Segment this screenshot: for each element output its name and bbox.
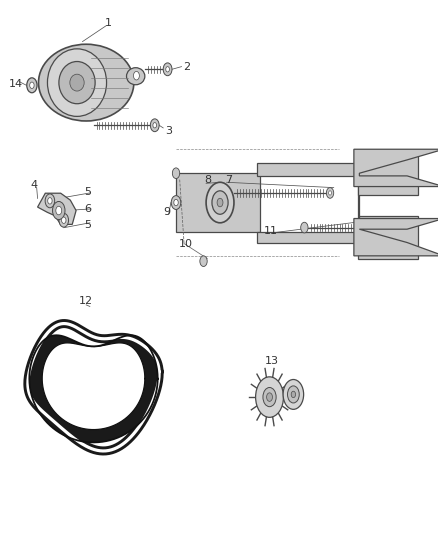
Circle shape — [267, 393, 272, 401]
Polygon shape — [354, 219, 438, 256]
Circle shape — [212, 191, 228, 214]
Text: 8: 8 — [205, 175, 212, 185]
Polygon shape — [354, 149, 438, 187]
Circle shape — [263, 387, 276, 407]
Ellipse shape — [47, 49, 106, 116]
Text: 3: 3 — [165, 126, 172, 135]
Circle shape — [134, 71, 139, 80]
Circle shape — [56, 206, 62, 215]
Circle shape — [206, 182, 234, 223]
Text: 6: 6 — [84, 204, 91, 214]
Circle shape — [27, 78, 37, 93]
Text: 12: 12 — [79, 296, 93, 306]
Text: 9: 9 — [163, 207, 170, 217]
Circle shape — [173, 168, 180, 179]
Text: 10: 10 — [179, 239, 193, 249]
Text: 4: 4 — [30, 181, 37, 190]
Polygon shape — [42, 343, 145, 430]
Polygon shape — [257, 152, 418, 195]
Polygon shape — [29, 335, 158, 442]
Ellipse shape — [39, 44, 134, 121]
Circle shape — [150, 119, 159, 132]
Circle shape — [256, 377, 283, 417]
Text: 11: 11 — [264, 227, 278, 236]
Circle shape — [291, 391, 296, 398]
Circle shape — [171, 196, 181, 209]
Circle shape — [163, 63, 172, 76]
Circle shape — [174, 199, 178, 206]
Circle shape — [166, 67, 170, 72]
Circle shape — [53, 201, 65, 220]
Circle shape — [45, 194, 55, 208]
Polygon shape — [38, 193, 76, 224]
Text: 5: 5 — [84, 187, 91, 197]
Text: 2: 2 — [184, 62, 191, 71]
Circle shape — [59, 213, 68, 227]
Polygon shape — [257, 216, 418, 259]
Text: 5: 5 — [84, 220, 91, 230]
Circle shape — [217, 198, 223, 207]
Circle shape — [287, 386, 299, 403]
Circle shape — [328, 191, 332, 195]
Circle shape — [200, 256, 207, 266]
Text: 14: 14 — [8, 79, 22, 89]
Circle shape — [30, 82, 34, 88]
Circle shape — [283, 379, 304, 409]
Ellipse shape — [59, 61, 95, 104]
Ellipse shape — [127, 68, 145, 85]
Text: 1: 1 — [105, 18, 112, 28]
Text: 7: 7 — [225, 175, 233, 184]
Circle shape — [48, 198, 52, 204]
Ellipse shape — [70, 74, 84, 91]
Polygon shape — [176, 173, 260, 232]
Circle shape — [301, 222, 308, 233]
Text: 13: 13 — [265, 356, 279, 366]
Circle shape — [326, 188, 334, 198]
Circle shape — [62, 217, 66, 223]
Circle shape — [153, 123, 157, 128]
